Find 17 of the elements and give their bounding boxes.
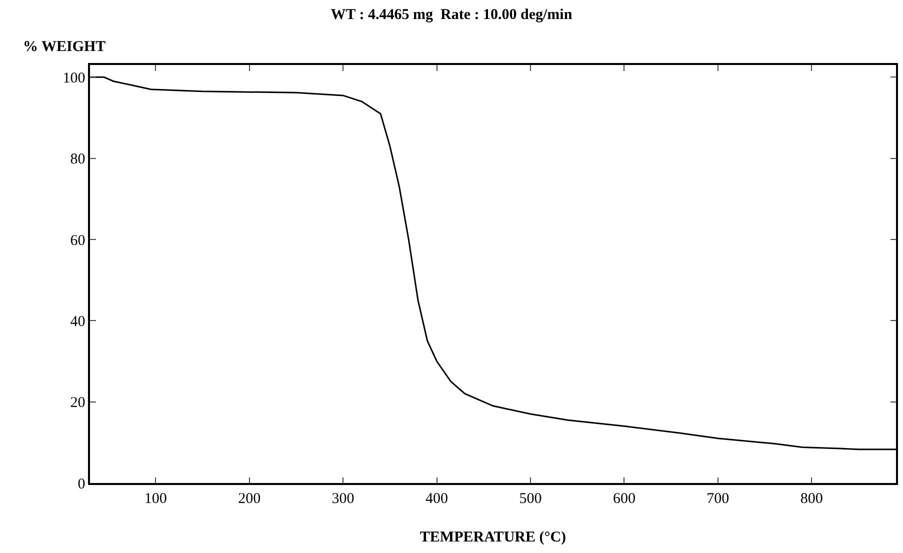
y-axis-title: % WEIGHT xyxy=(23,39,106,55)
x-axis-title: TEMPERATURE (°C) xyxy=(420,529,566,546)
x-tick-label: 600 xyxy=(612,490,636,507)
y-tick-label: 100 xyxy=(62,70,86,86)
y-tick-label: 20 xyxy=(70,395,86,412)
x-tick-label: 800 xyxy=(800,490,823,507)
x-tick-label: 400 xyxy=(426,490,448,507)
chart-title: WT : 4.4465 mg Rate : 10.00 deg/min xyxy=(330,6,573,23)
x-tick-label: 300 xyxy=(332,490,354,507)
x-tick-label: 100 xyxy=(144,490,167,507)
y-tick-label: 0 xyxy=(78,476,86,492)
y-tick-label: 40 xyxy=(70,314,86,330)
y-tick-label: 60 xyxy=(70,232,86,249)
x-tick-label: 500 xyxy=(519,490,542,507)
y-tick-label: 80 xyxy=(70,152,86,168)
x-tick-label: 700 xyxy=(706,490,730,507)
x-tick-label: 200 xyxy=(238,490,261,507)
